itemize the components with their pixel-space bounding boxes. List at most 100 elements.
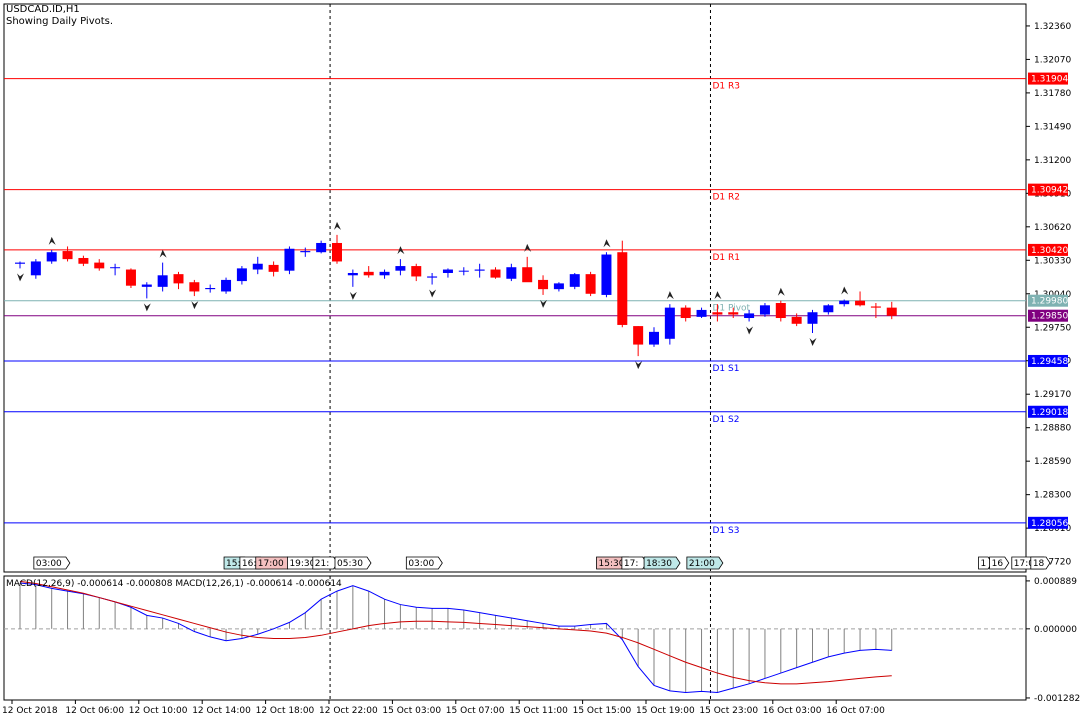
candle-body (411, 266, 422, 277)
fractal-down-arrow (746, 326, 754, 335)
time-tag (643, 556, 681, 570)
time-tag-label: 03:00 (36, 559, 62, 569)
price-pane[interactable]: 1.32360 1.32070 1.31780 1.31490 1.31200 1.309… (3, 3, 1071, 573)
pivot-label: D1 S2 (712, 415, 739, 425)
time-axis-label: 16 Oct 07:00 (826, 706, 885, 716)
candle-body (870, 306, 881, 308)
candle-body (680, 307, 691, 319)
candle-body (141, 284, 152, 287)
candle-body (728, 312, 739, 315)
candle-body (300, 251, 311, 253)
candle-body (712, 312, 723, 315)
fractal-up-arrow (841, 286, 849, 295)
candle-body (839, 300, 850, 305)
macd-frame (3, 575, 1027, 701)
candle-body (855, 300, 866, 306)
time-tag (405, 556, 443, 570)
time-axis-label: 12 Oct 14:00 (192, 706, 251, 716)
last-price-tag (1028, 309, 1068, 322)
candle-body (332, 242, 342, 262)
time-axis-label: 16 Oct 03:00 (763, 706, 822, 716)
pivot-price-tag (1028, 516, 1068, 529)
pivot-price-tag (1028, 405, 1068, 418)
price-tick-label: 1.30620 (1034, 223, 1071, 233)
pivot-price-tag-text: 1.29018 (1031, 408, 1068, 418)
candle-body (474, 269, 485, 271)
fractal-up-arrow (714, 291, 722, 300)
time-tag-label: 17:00 (258, 559, 284, 569)
fractal-up-arrow (603, 239, 611, 248)
time-axis-label: 15 Oct 19:00 (636, 706, 695, 716)
candle-body (110, 267, 121, 269)
time-tag-label: 17:00 (1014, 559, 1040, 569)
price-tick-label: 1.32360 (1034, 22, 1071, 32)
fractal-down-arrow (429, 289, 437, 298)
candle-body (490, 269, 501, 278)
candle-body (236, 268, 247, 282)
price-tick-label: 1.31780 (1034, 89, 1071, 99)
candle-body (46, 252, 57, 262)
price-frame (3, 3, 1027, 573)
candle-body (633, 326, 644, 345)
time-axis-label: 15 Oct 11:00 (509, 706, 568, 716)
pivot-label: D1 R1 (712, 253, 740, 263)
time-axis: 12 Oct 2018 12 Oct 06:00 12 Oct 10:00 12 Oc… (2, 700, 885, 716)
candle-body (173, 274, 184, 284)
fractal-up-arrow (666, 291, 674, 300)
candle-body (252, 263, 263, 270)
candle-body (395, 266, 406, 271)
candle-body (427, 276, 438, 278)
time-tag-label: 19:30 (289, 559, 315, 569)
candle-body (268, 264, 279, 272)
pivot-price-tag-text: 1.30942 (1031, 186, 1068, 196)
pivot-label: D1 R3 (712, 82, 740, 92)
time-axis-label: 15 Oct 15:00 (573, 706, 632, 716)
price-tick-label: 1.32070 (1034, 55, 1071, 65)
candle-body (62, 251, 73, 260)
fractal-down-arrow (540, 299, 548, 308)
candle-body (506, 267, 517, 279)
time-tag-label: 16: (242, 559, 256, 569)
pivot-label: D1 S1 (712, 364, 739, 374)
candle-body (886, 307, 897, 316)
candle-body (601, 254, 612, 295)
candle-body (316, 242, 327, 253)
candle-body (94, 262, 105, 269)
fractal-up-arrow (159, 249, 167, 258)
candle-body (458, 270, 469, 272)
time-axis-label: 15 Oct 03:00 (382, 706, 441, 716)
candle-body (522, 267, 533, 283)
candle-body (78, 257, 89, 264)
macd-pane[interactable]: 0.000889 0.000000 -0.001282 (3, 575, 1080, 704)
last-price-tag-text: 1.29850 (1031, 312, 1068, 322)
time-tag-label: 03:00 (408, 559, 434, 569)
time-tag-label: 15:30 (599, 559, 625, 569)
candle-body (125, 269, 136, 286)
symbol-title: USDCAD.ID,H1 (6, 4, 80, 15)
time-tag-label: 15: (226, 559, 240, 569)
fractal-down-arrow (17, 273, 24, 282)
time-tag-label: 1 (981, 559, 987, 569)
time-tag (1030, 556, 1051, 570)
fractal-up-arrow (334, 221, 341, 230)
time-tag (686, 556, 724, 570)
fractal-up-arrow (48, 236, 56, 245)
time-tag (334, 556, 372, 570)
candle-body (744, 313, 755, 319)
candle-body (791, 316, 802, 324)
macd-tick-label: 0.000889 (1034, 577, 1077, 587)
price-tick-label: 1.31200 (1034, 156, 1071, 166)
candle-body (759, 305, 770, 315)
price-tick-label: 1.29170 (1034, 390, 1071, 400)
fractal-up-arrow (524, 243, 532, 252)
time-tag-label: 05:30 (337, 559, 363, 569)
candle-body (649, 331, 659, 345)
pivot-price-tag-text: 1.29980 (1031, 297, 1068, 307)
price-tick-label: 1.28300 (1034, 491, 1071, 501)
pivot-price-tag (1028, 72, 1068, 85)
fractal-down-arrow (635, 361, 643, 370)
time-tag-label: 18 (1033, 559, 1045, 569)
indicator-caption: Showing Daily Pivots. (6, 16, 114, 27)
candle-body (442, 269, 453, 273)
